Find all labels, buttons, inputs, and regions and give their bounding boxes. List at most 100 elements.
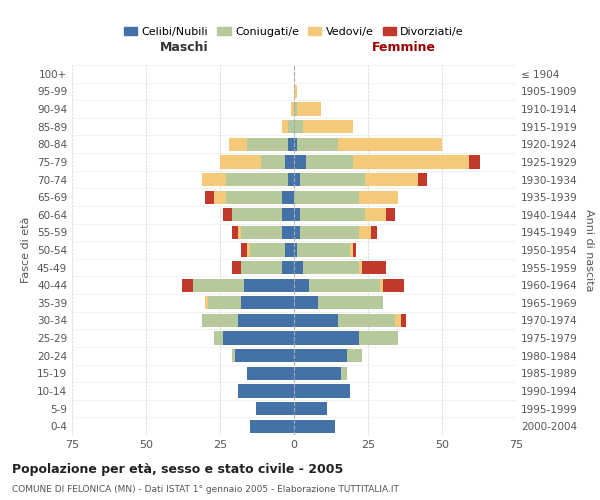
- Bar: [297, 138, 338, 151]
- Bar: [282, 208, 294, 222]
- Bar: [365, 173, 418, 186]
- Bar: [247, 366, 294, 380]
- Bar: [202, 173, 226, 186]
- Bar: [226, 173, 288, 186]
- Bar: [359, 190, 398, 204]
- Bar: [294, 190, 359, 204]
- Bar: [294, 85, 297, 98]
- Bar: [383, 278, 404, 292]
- Text: Maschi: Maschi: [160, 42, 209, 54]
- Bar: [220, 156, 262, 168]
- Bar: [338, 138, 442, 151]
- Bar: [306, 156, 353, 168]
- Bar: [365, 208, 386, 222]
- Bar: [294, 402, 326, 415]
- Bar: [282, 120, 288, 134]
- Bar: [235, 349, 294, 362]
- Bar: [241, 296, 294, 310]
- Bar: [294, 102, 297, 116]
- Bar: [294, 156, 306, 168]
- Bar: [353, 156, 469, 168]
- Bar: [238, 384, 294, 398]
- Bar: [294, 120, 303, 134]
- Bar: [214, 190, 226, 204]
- Bar: [232, 226, 238, 239]
- Bar: [294, 244, 297, 256]
- Bar: [294, 278, 309, 292]
- Bar: [317, 296, 383, 310]
- Y-axis label: Fasce di età: Fasce di età: [22, 217, 31, 283]
- Bar: [238, 226, 241, 239]
- Y-axis label: Anni di nascita: Anni di nascita: [584, 209, 594, 291]
- Bar: [469, 156, 481, 168]
- Text: Femmine: Femmine: [371, 42, 436, 54]
- Bar: [294, 208, 300, 222]
- Bar: [205, 296, 208, 310]
- Bar: [347, 349, 362, 362]
- Bar: [359, 226, 371, 239]
- Bar: [294, 173, 300, 186]
- Bar: [294, 332, 359, 344]
- Bar: [353, 244, 356, 256]
- Bar: [182, 278, 193, 292]
- Bar: [193, 278, 244, 292]
- Bar: [285, 156, 294, 168]
- Bar: [282, 226, 294, 239]
- Bar: [362, 261, 386, 274]
- Bar: [294, 138, 297, 151]
- Bar: [359, 332, 398, 344]
- Bar: [282, 261, 294, 274]
- Bar: [294, 296, 317, 310]
- Bar: [247, 244, 250, 256]
- Bar: [232, 349, 235, 362]
- Bar: [294, 420, 335, 433]
- Bar: [303, 261, 359, 274]
- Bar: [300, 226, 359, 239]
- Bar: [350, 244, 353, 256]
- Bar: [418, 173, 427, 186]
- Bar: [291, 102, 294, 116]
- Bar: [300, 208, 365, 222]
- Bar: [205, 190, 214, 204]
- Bar: [244, 278, 294, 292]
- Bar: [294, 226, 300, 239]
- Bar: [294, 314, 338, 327]
- Bar: [386, 208, 395, 222]
- Text: Popolazione per età, sesso e stato civile - 2005: Popolazione per età, sesso e stato civil…: [12, 462, 343, 475]
- Bar: [247, 138, 288, 151]
- Bar: [359, 261, 362, 274]
- Bar: [288, 173, 294, 186]
- Bar: [380, 278, 383, 292]
- Bar: [226, 190, 282, 204]
- Bar: [262, 156, 285, 168]
- Text: COMUNE DI FELONICA (MN) - Dati ISTAT 1° gennaio 2005 - Elaborazione TUTTITALIA.I: COMUNE DI FELONICA (MN) - Dati ISTAT 1° …: [12, 485, 399, 494]
- Bar: [241, 244, 247, 256]
- Bar: [371, 226, 377, 239]
- Bar: [250, 244, 285, 256]
- Bar: [294, 384, 350, 398]
- Bar: [256, 402, 294, 415]
- Bar: [282, 190, 294, 204]
- Bar: [309, 278, 380, 292]
- Bar: [401, 314, 406, 327]
- Bar: [214, 332, 223, 344]
- Bar: [294, 366, 341, 380]
- Bar: [288, 138, 294, 151]
- Bar: [288, 120, 294, 134]
- Bar: [294, 261, 303, 274]
- Bar: [338, 314, 395, 327]
- Bar: [285, 244, 294, 256]
- Bar: [238, 314, 294, 327]
- Bar: [341, 366, 347, 380]
- Bar: [229, 138, 247, 151]
- Bar: [232, 208, 282, 222]
- Bar: [395, 314, 401, 327]
- Bar: [297, 244, 350, 256]
- Legend: Celibi/Nubili, Coniugati/e, Vedovi/e, Divorziati/e: Celibi/Nubili, Coniugati/e, Vedovi/e, Di…: [119, 22, 469, 42]
- Bar: [297, 102, 320, 116]
- Bar: [208, 296, 241, 310]
- Bar: [232, 261, 241, 274]
- Bar: [241, 261, 282, 274]
- Bar: [223, 332, 294, 344]
- Bar: [250, 420, 294, 433]
